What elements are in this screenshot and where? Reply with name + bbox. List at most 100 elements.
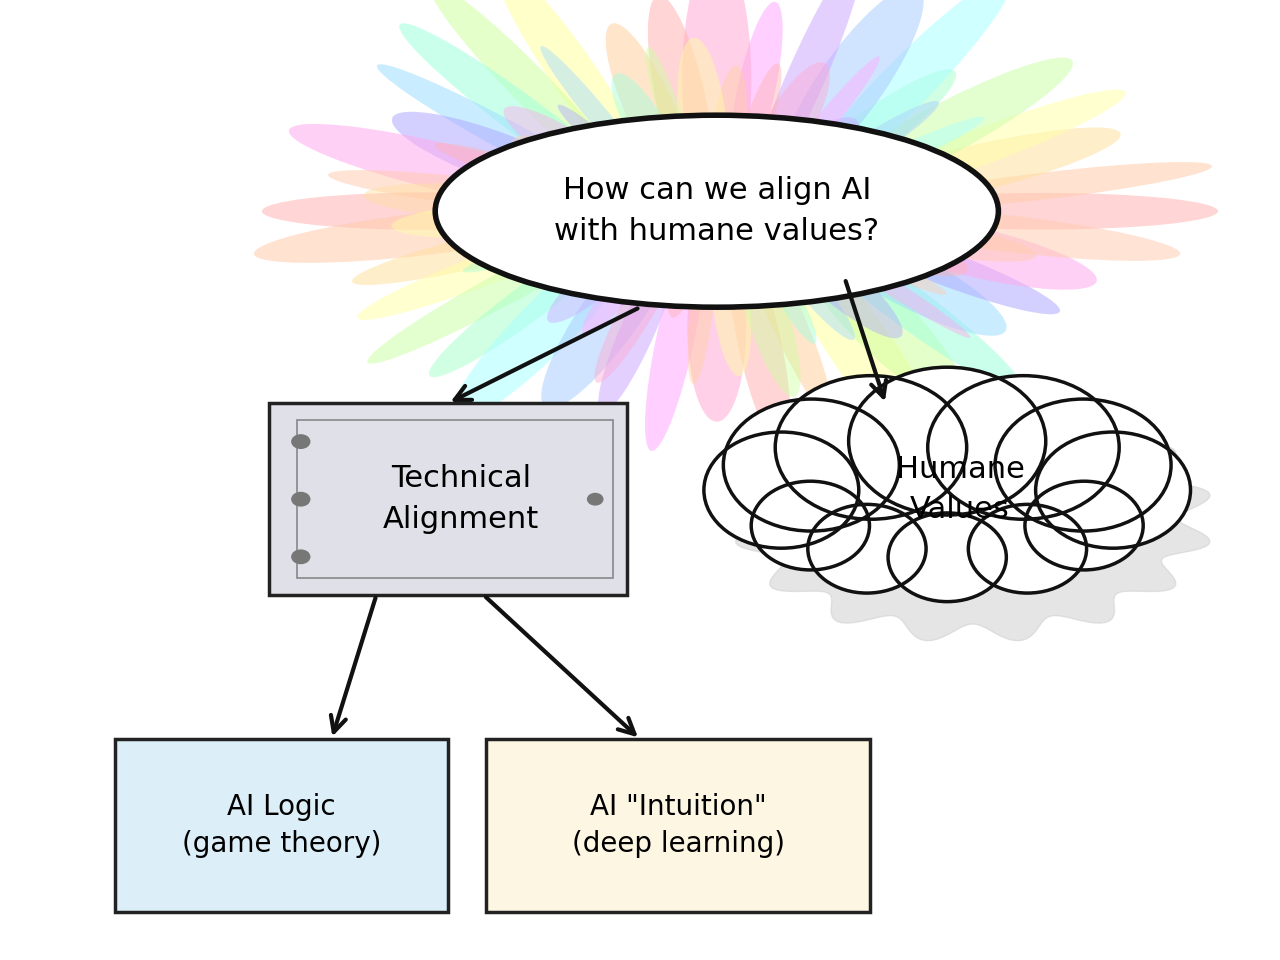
Ellipse shape: [494, 0, 652, 185]
Ellipse shape: [582, 236, 666, 334]
Ellipse shape: [463, 220, 626, 273]
Ellipse shape: [367, 203, 660, 364]
Ellipse shape: [677, 37, 728, 212]
Ellipse shape: [827, 221, 1060, 314]
Ellipse shape: [376, 64, 649, 214]
Ellipse shape: [429, 0, 631, 189]
Ellipse shape: [737, 210, 832, 415]
Ellipse shape: [781, 210, 1024, 393]
Ellipse shape: [503, 107, 640, 196]
Ellipse shape: [451, 228, 643, 422]
FancyBboxPatch shape: [486, 739, 870, 912]
Ellipse shape: [682, 0, 751, 209]
Ellipse shape: [687, 224, 716, 384]
Ellipse shape: [495, 179, 640, 208]
Circle shape: [1025, 481, 1143, 570]
Ellipse shape: [612, 73, 685, 187]
Text: How can we align AI
with humane values?: How can we align AI with humane values?: [554, 177, 879, 246]
Ellipse shape: [790, 128, 1121, 220]
Circle shape: [1036, 432, 1190, 548]
Ellipse shape: [765, 117, 859, 196]
Text: AI Logic
(game theory): AI Logic (game theory): [182, 793, 381, 858]
Circle shape: [751, 481, 869, 570]
Ellipse shape: [759, 57, 879, 203]
Ellipse shape: [797, 0, 1012, 194]
Ellipse shape: [758, 226, 855, 340]
Ellipse shape: [435, 115, 998, 307]
Ellipse shape: [435, 143, 614, 202]
Ellipse shape: [804, 58, 1073, 207]
Ellipse shape: [392, 200, 632, 238]
Ellipse shape: [687, 231, 746, 421]
Circle shape: [995, 399, 1171, 531]
Ellipse shape: [668, 223, 708, 318]
Ellipse shape: [462, 209, 626, 253]
Circle shape: [849, 368, 1046, 515]
Ellipse shape: [749, 0, 863, 204]
Ellipse shape: [521, 213, 662, 284]
Ellipse shape: [804, 221, 1006, 336]
Ellipse shape: [768, 211, 947, 295]
Circle shape: [588, 493, 603, 505]
Ellipse shape: [594, 207, 696, 383]
Ellipse shape: [399, 23, 652, 212]
Ellipse shape: [392, 111, 600, 201]
Ellipse shape: [858, 89, 1125, 196]
Ellipse shape: [844, 207, 1180, 261]
Ellipse shape: [799, 213, 968, 276]
Ellipse shape: [541, 211, 686, 408]
Circle shape: [776, 375, 966, 519]
Ellipse shape: [598, 246, 678, 413]
Ellipse shape: [773, 226, 955, 479]
Ellipse shape: [710, 65, 746, 211]
Ellipse shape: [645, 228, 705, 451]
Ellipse shape: [429, 230, 625, 377]
Circle shape: [292, 435, 310, 448]
Ellipse shape: [878, 162, 1212, 209]
Ellipse shape: [289, 124, 612, 214]
Ellipse shape: [773, 189, 975, 221]
Circle shape: [723, 399, 900, 531]
Ellipse shape: [547, 235, 649, 323]
Ellipse shape: [262, 192, 595, 230]
Circle shape: [808, 504, 927, 593]
Ellipse shape: [733, 228, 800, 396]
Ellipse shape: [364, 183, 618, 222]
Ellipse shape: [783, 101, 940, 201]
Ellipse shape: [253, 204, 598, 263]
Ellipse shape: [765, 69, 956, 213]
Ellipse shape: [851, 214, 1097, 290]
Ellipse shape: [774, 207, 1002, 228]
Ellipse shape: [648, 0, 714, 208]
FancyBboxPatch shape: [115, 739, 448, 912]
Circle shape: [888, 513, 1006, 602]
Ellipse shape: [605, 23, 696, 203]
Circle shape: [968, 504, 1087, 593]
Ellipse shape: [756, 243, 817, 344]
Ellipse shape: [730, 2, 782, 178]
Text: AI "Intuition"
(deep learning): AI "Intuition" (deep learning): [572, 793, 785, 858]
Circle shape: [292, 550, 310, 564]
FancyBboxPatch shape: [269, 403, 627, 595]
Ellipse shape: [781, 0, 924, 178]
Ellipse shape: [540, 46, 660, 191]
Ellipse shape: [796, 207, 1037, 262]
Ellipse shape: [759, 214, 902, 338]
Ellipse shape: [730, 63, 782, 201]
Polygon shape: [736, 396, 1210, 640]
Ellipse shape: [744, 62, 829, 195]
Ellipse shape: [782, 217, 970, 338]
Ellipse shape: [559, 216, 672, 291]
Ellipse shape: [352, 205, 653, 285]
Ellipse shape: [558, 105, 660, 195]
Ellipse shape: [771, 158, 928, 210]
Circle shape: [292, 492, 310, 506]
Circle shape: [704, 432, 859, 548]
Text: Humane
Values: Humane Values: [896, 455, 1024, 524]
Circle shape: [928, 375, 1119, 519]
Ellipse shape: [728, 235, 791, 449]
Ellipse shape: [796, 238, 965, 405]
Ellipse shape: [709, 214, 751, 376]
Ellipse shape: [794, 436, 1101, 563]
Ellipse shape: [646, 47, 698, 192]
